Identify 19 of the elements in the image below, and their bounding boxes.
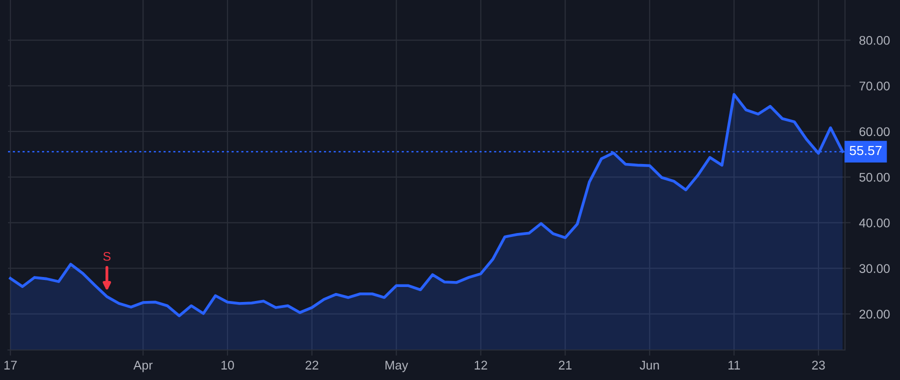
y-tick-label: 30.00 <box>859 264 890 273</box>
x-tick-label: 21 <box>558 360 572 370</box>
x-tick-label: May <box>386 360 408 372</box>
y-tick-label: 40.00 <box>859 218 890 228</box>
y-tick-label: 20.00 <box>860 310 890 319</box>
x-tick-label: Jun <box>640 360 659 370</box>
y-tick-label: 80.00 <box>859 36 890 45</box>
x-tick-label: 11 <box>728 360 740 370</box>
y-tick-label: 70.00 <box>860 82 890 90</box>
x-tick-label: 12 <box>474 360 488 370</box>
x-tick-label: Apr <box>133 360 153 372</box>
y-tick-label: 60.00 <box>860 127 890 136</box>
x-tick-label: 22 <box>306 360 318 370</box>
x-tick-label: 17 <box>4 360 17 370</box>
x-tick-label: 23 <box>812 360 825 370</box>
x-tick-label: 10 <box>222 360 234 370</box>
ref-line-label: 55.57 <box>850 146 882 156</box>
y-tick-label: 50.00 <box>859 172 890 182</box>
annotation: S <box>103 252 110 261</box>
